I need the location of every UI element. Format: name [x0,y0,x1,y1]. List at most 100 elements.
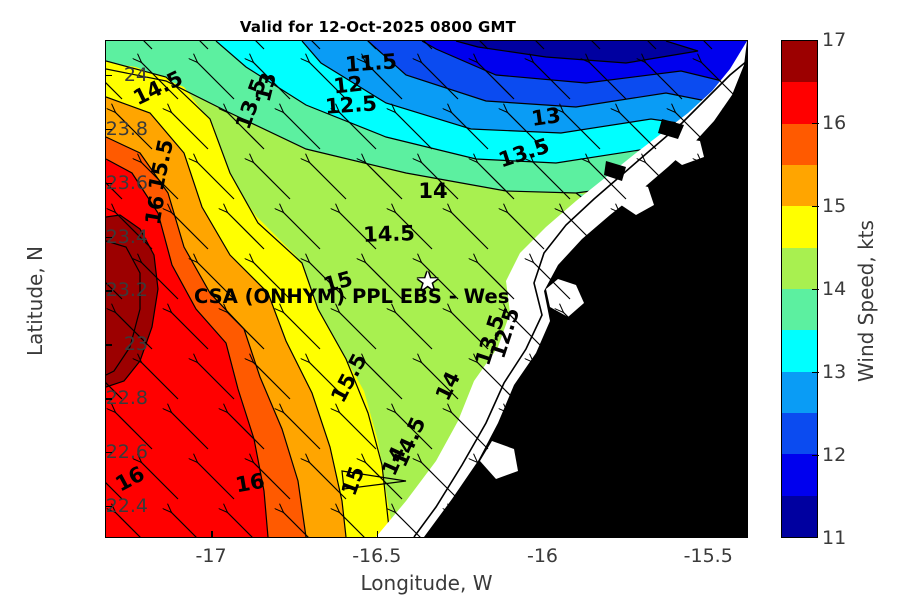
wind-arrow [143,41,153,50]
wind-arrow [283,512,309,537]
colorbar[interactable] [781,40,818,538]
wind-arrow [701,162,739,200]
wind-arrow [339,112,377,150]
y-axis-tick-label: 23.6 [105,171,148,194]
colorbar-band [782,206,817,248]
wind-arrow [115,212,153,250]
wind-arrow [589,362,627,400]
wind-arrow [171,212,209,250]
wind-vector-arrows [106,41,747,537]
wind-arrow [197,262,235,300]
y-axis-tick-mark [105,344,112,346]
y-axis-tick-label: 23.4 [105,225,148,248]
wind-arrow [563,512,589,537]
colorbar-tick-mark [812,289,819,291]
wind-arrow [645,262,683,300]
wind-arrow [395,312,433,350]
wind-arrow [106,382,123,400]
wind-arrow [533,162,571,200]
colorbar-band [782,330,817,372]
wind-arrow [477,362,515,400]
contour-label: 14.5 [362,221,416,247]
wind-arrow [106,182,123,200]
wind-arrow [731,212,747,229]
wind-arrow [563,112,601,150]
contour-label: 12.5 [324,91,378,119]
wind-arrow [423,41,433,50]
wind-arrow [309,162,347,200]
wind-arrow [591,41,601,50]
wind-arrow [421,262,459,300]
colorbar-band [782,371,817,414]
wind-arrow [395,112,433,150]
wind-arrow [589,62,627,100]
y-axis-tick-mark [105,236,112,238]
wind-arrow [619,312,657,350]
wind-arrow [171,312,209,350]
wind-arrow [619,512,645,537]
wind-arrow [563,412,601,450]
wind-arrow [283,212,321,250]
wind-arrow [141,62,179,100]
y-axis-tick-mark [105,398,112,400]
y-axis-label: Latitude, N [23,246,47,356]
wind-arrow [451,112,489,150]
wind-arrow [227,212,265,250]
wind-arrow [477,262,515,300]
wind-arrow [171,412,209,450]
contour-label: 13 [529,103,563,131]
contour-label: 14 [418,179,448,203]
wind-arrow [421,462,459,500]
y-axis-tick-mark [105,290,112,292]
y-axis-tick-label: 23.8 [105,117,148,140]
wind-arrow [645,362,683,400]
wind-arrow [395,412,433,450]
wind-arrow [477,62,515,100]
wind-arrow [253,62,291,100]
wind-arrow [106,282,123,300]
wind-arrow [365,162,403,200]
wind-arrow [197,362,235,400]
wind-arrow [283,112,321,150]
wind-arrow [421,362,459,400]
wind-arrow [535,41,545,50]
colorbar-tick-label: 12 [822,444,847,466]
wind-arrow [309,362,347,400]
site-star-marker: ★ [416,267,440,297]
wind-arrow [339,212,377,250]
wind-arrow [339,312,377,350]
wind-arrow [589,162,627,200]
y-axis-tick-mark [105,505,112,508]
x-axis-label: Longitude, W [360,571,493,595]
colorbar-tick-mark [812,206,819,208]
wind-arrow [227,312,265,350]
wind-arrow [479,41,489,50]
y-axis-tick-label: 22.6 [105,440,148,463]
wind-arrow [339,512,365,537]
site-label: CSA (ONHYM) PPL EBS - Wes [194,285,510,308]
wind-arrow [675,512,701,537]
x-axis-tick-mark [708,531,710,538]
wind-arrow [477,162,515,200]
wind-arrow [171,112,209,150]
colorbar-tick-label: 16 [822,112,847,134]
wind-arrow [645,62,683,100]
wind-arrow [477,462,515,500]
map-plot-area[interactable]: 11.5 12 12.5 13 13 13.5 13.5 14 14.5 14.5 15.5 16 15… [105,40,748,538]
wind-arrow [395,512,421,537]
wind-arrow [421,162,459,200]
wind-arrow [619,212,657,250]
colorbar-tick-mark [812,372,819,374]
wind-arrow [141,362,179,400]
wind-arrow [703,41,713,50]
colorbar-band [782,454,817,496]
wind-arrow [227,412,265,450]
wind-arrow [395,212,433,250]
wind-arrow [507,212,545,250]
wind-arrow [701,262,739,300]
wind-arrow [227,512,253,537]
wind-arrow [115,512,141,537]
wind-arrow [309,262,347,300]
wind-arrow [141,162,179,200]
